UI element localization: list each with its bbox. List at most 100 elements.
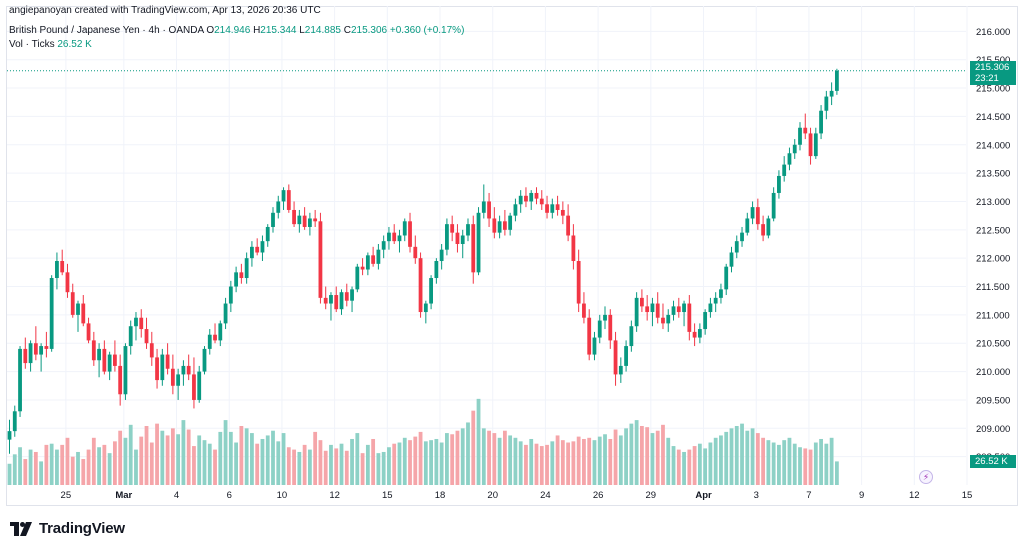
y-tick-label: 210.500: [976, 339, 1010, 350]
volume-bar: [265, 435, 270, 485]
candle-body: [134, 317, 138, 327]
candle-body: [819, 110, 823, 134]
volume-bar: [128, 424, 133, 485]
volume-bar: [808, 449, 813, 485]
candle-body: [239, 272, 244, 279]
y-tick-label: 216.000: [976, 27, 1010, 38]
volume-label[interactable]: Vol · Ticks: [9, 39, 55, 50]
volume-bar: [44, 444, 49, 485]
candle-body: [529, 192, 534, 202]
y-tick-label: 215.000: [976, 84, 1010, 95]
volume-bar: [687, 449, 692, 485]
volume-bar: [755, 433, 760, 485]
candle-body: [318, 221, 323, 298]
volume-bar: [70, 456, 75, 485]
volume-bar: [170, 428, 175, 485]
candle-body: [560, 209, 565, 216]
candle-body: [703, 312, 708, 330]
volume-value: 26.52 K: [57, 39, 92, 50]
candle-body: [334, 295, 339, 310]
candle-body: [634, 297, 639, 327]
tradingview-logo-text: TradingView: [39, 520, 125, 537]
volume-bar: [703, 448, 708, 485]
candle-body: [724, 266, 729, 290]
candle-body: [734, 241, 739, 253]
change-value: +0.360 (+0.17%): [389, 25, 465, 36]
x-tick-label: 12: [909, 490, 920, 501]
x-tick-label: 9: [859, 490, 864, 501]
volume-bar: [697, 443, 702, 485]
credit-line: angiepanoyan created with TradingView.co…: [9, 5, 321, 16]
volume-bar: [450, 434, 455, 485]
candle-body: [313, 218, 318, 222]
candle-body: [49, 278, 54, 349]
candle-body: [777, 175, 781, 193]
candle-body: [255, 246, 260, 253]
volume-bar: [302, 444, 307, 485]
volume-bar: [439, 442, 444, 485]
volume-bar: [761, 437, 766, 485]
x-tick-label: 20: [487, 490, 498, 501]
volume-bar: [186, 429, 191, 485]
volume-bar: [255, 443, 260, 485]
candle-body: [597, 320, 602, 338]
volume-bar: [719, 435, 723, 485]
candle-body: [555, 204, 560, 210]
flash-icon[interactable]: ⚡: [919, 470, 933, 484]
candle-body: [782, 164, 787, 176]
y-tick-label: 213.500: [976, 169, 1010, 180]
candle-body: [429, 278, 433, 304]
candle-body: [460, 235, 465, 244]
candle-body: [213, 334, 217, 341]
candle-body: [518, 195, 523, 205]
volume-bar: [418, 431, 423, 485]
candle-body: [450, 224, 455, 233]
symbol-title[interactable]: British Pound / Japanese Yen · 4h · OAND…: [9, 25, 204, 36]
volume-bar: [376, 453, 381, 485]
chart-frame[interactable]: [6, 6, 1018, 506]
candle-body: [423, 303, 428, 313]
close-label: C: [343, 25, 351, 36]
volume-bar: [55, 449, 59, 485]
volume-bar: [207, 443, 212, 485]
close-value: 215.306: [350, 25, 388, 36]
candle-body: [12, 411, 17, 432]
x-tick-label: 29: [646, 490, 657, 501]
volume-bar: [371, 438, 376, 485]
volume-bar: [408, 440, 412, 485]
y-tick-label: 209.000: [976, 424, 1010, 435]
volume-bar: [23, 459, 28, 485]
candle-body: [418, 258, 423, 313]
volume-bar: [571, 441, 576, 485]
volume-bar: [271, 430, 275, 485]
x-tick-label: 15: [962, 490, 973, 501]
candle-body: [23, 348, 28, 364]
volume-bar: [813, 442, 818, 485]
x-tick-label: Apr: [695, 490, 712, 501]
volume-bar: [234, 442, 239, 485]
y-tick-label: 210.000: [976, 367, 1010, 378]
volume-bar: [334, 448, 339, 485]
volume-bar: [91, 437, 96, 485]
candle-body: [629, 326, 634, 347]
volume-bar: [113, 441, 117, 485]
candle-body: [624, 346, 628, 366]
candle-body: [202, 348, 207, 372]
volume-bar: [318, 440, 323, 485]
volume-bar: [645, 427, 650, 485]
volume-bar: [323, 450, 328, 485]
volume-bar: [771, 442, 776, 485]
candle-body: [107, 354, 112, 372]
x-tick-label: 12: [329, 490, 340, 501]
candle-body: [218, 323, 223, 341]
volume-bar: [550, 441, 555, 485]
volume-bar: [576, 436, 581, 485]
volume-bar: [566, 442, 571, 485]
candle-body: [260, 241, 265, 253]
candle-body: [234, 272, 239, 287]
volume-bar: [445, 433, 449, 485]
volume-bar: [7, 463, 12, 485]
candle-body: [118, 365, 123, 395]
candle-body: [292, 209, 296, 225]
